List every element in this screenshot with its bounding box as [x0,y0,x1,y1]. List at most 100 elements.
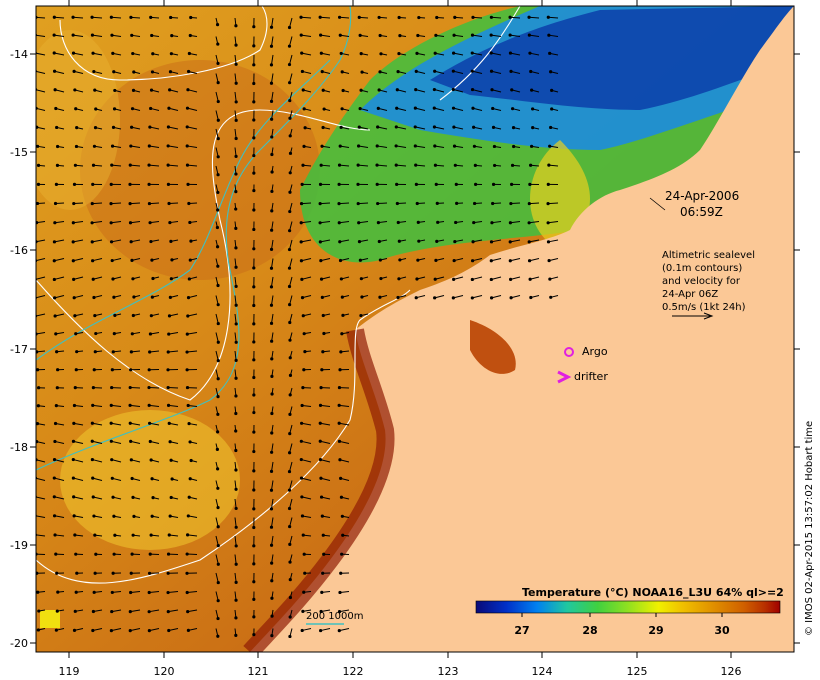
argo-marker: Argo [564,345,608,358]
velocity-vector-head [302,332,306,336]
velocity-vector [288,258,293,269]
velocity-vector-head [252,171,256,175]
velocity-vector-head [269,321,274,325]
velocity-vector [36,258,46,262]
velocity-vector-head [36,182,41,186]
velocity-vector-head [52,15,56,19]
velocity-vector-head [300,51,304,55]
velocity-vector [548,221,559,224]
velocity-vector-head [252,285,256,289]
velocity-vector-head [252,544,256,548]
velocity-vector-head [128,421,132,425]
velocity-vector-head [472,125,476,129]
velocity-vector [149,591,160,594]
velocity-vector-head [252,410,256,415]
velocity-vector [320,459,331,463]
velocity-vector-head [528,182,532,186]
velocity-vector-head [91,628,95,633]
velocity-vector-head [546,15,550,19]
velocity-vector-head [93,88,97,92]
velocity-vector-head [338,144,342,148]
velocity-vector-head [52,33,56,37]
velocity-vector-head [71,221,75,225]
velocity-vector-head [109,201,113,206]
velocity-vector-head [300,495,304,499]
velocity-vector-head [52,51,56,55]
velocity-vector-head [470,33,475,37]
velocity-vector-head [92,590,96,594]
velocity-vector-head [491,201,495,206]
velocity-vector-head [269,81,274,85]
velocity-vector-head [234,118,238,122]
velocity-vector-head [452,144,457,148]
velocity-vector [215,128,219,139]
velocity-vector [510,276,521,280]
velocity-vector-head [110,609,114,614]
velocity-vector [73,52,84,56]
velocity-vector-head [148,332,153,336]
velocity-vector-head [148,221,152,225]
velocity-vector-head [168,440,172,444]
velocity-vector-head [132,514,136,519]
velocity-vector-head [73,609,77,613]
velocity-vector [491,295,502,299]
velocity-vector-head [301,88,305,92]
velocity-vector [377,145,388,148]
velocity-vector-head [75,126,79,130]
velocity-vector-head [320,514,324,518]
velocity-vector-head [397,239,401,243]
velocity-vector-head [397,51,401,56]
velocity-vector-head [470,51,474,55]
velocity-vector [73,221,84,224]
velocity-vector-head [287,506,292,511]
velocity-vector-head [376,106,380,110]
velocity-vector-head [270,152,274,157]
altimetry-line-3: and velocity for [662,276,741,287]
velocity-vector-head [90,201,94,206]
timestamp-annotation: 24-Apr-2006 06:59Z [649,189,739,219]
velocity-vector-head [128,163,132,167]
velocity-vector-head [319,609,323,614]
velocity-vector-head [36,144,40,148]
velocity-vector-head [91,476,95,480]
velocity-vector-head [112,514,116,518]
velocity-vector-head [130,258,134,262]
velocity-vector-head [234,81,238,85]
velocity-vector-head [320,70,324,74]
velocity-vector-head [321,350,325,354]
velocity-vector-head [434,258,438,262]
velocity-vector [396,164,407,167]
velocity-vector-head [359,88,363,92]
velocity-vector-head [340,107,344,111]
velocity-vector-head [148,552,152,556]
velocity-vector-head [169,239,173,243]
velocity-vector-head [73,163,78,167]
velocity-vector-head [234,616,238,620]
velocity-vector-head [112,107,117,111]
velocity-vector-head [318,458,323,462]
velocity-vector-head [415,51,419,55]
velocity-vector-head [318,221,322,225]
velocity-vector-head [339,277,343,281]
velocity-vector-head [185,571,189,575]
velocity-vector-head [147,629,151,633]
velocity-vector [472,89,483,93]
velocity-vector-head [547,163,551,167]
velocity-vector [434,89,445,93]
velocity-vector-head [167,314,172,318]
velocity-vector [510,34,521,37]
velocity-vector-head [452,277,456,281]
velocity-vector-head [216,81,220,85]
velocity-vector-head [546,221,550,225]
map-frame [35,5,795,653]
velocity-vector [92,16,103,19]
velocity-vector [358,202,369,205]
velocity-vector-head [52,495,56,499]
velocity-vector-head [216,264,220,268]
velocity-vector-head [270,450,274,454]
velocity-vector-head [270,392,274,396]
velocity-vector [36,477,46,481]
velocity-vector [338,202,350,205]
velocity-vector-head [129,368,133,372]
velocity-vector-head [75,571,79,575]
